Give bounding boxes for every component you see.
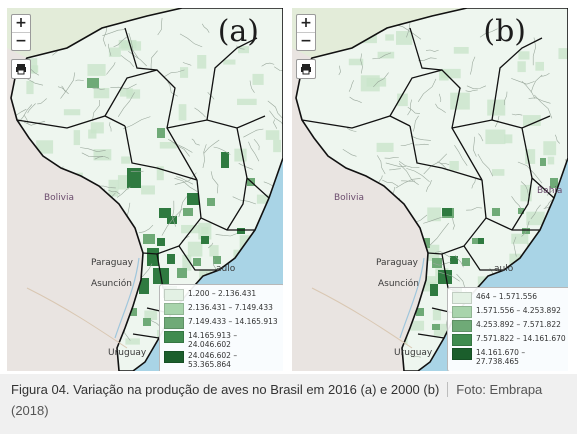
legend-row: 1.571.556 – 4.253.892 xyxy=(452,306,568,318)
legend-swatch xyxy=(452,306,472,318)
legend-row: 7.571.822 – 14.161.670 xyxy=(452,334,568,346)
legend-label: 7.149.433 – 14.165.913 xyxy=(188,317,278,326)
legend-row: 1.200 – 2.136.431 xyxy=(164,289,280,301)
legend-label: 14.161.670 – 27.738.465 xyxy=(476,348,526,366)
legend-row: 464 – 1.571.556 xyxy=(452,292,568,304)
legend-swatch xyxy=(164,303,184,315)
legend-label: 1.571.556 – 4.253.892 xyxy=(476,306,561,315)
legend-swatch xyxy=(164,331,184,343)
label-uruguay: Uruguay xyxy=(394,348,433,358)
legend-label: 7.571.822 – 14.161.670 xyxy=(476,334,566,343)
legend-label: 4.253.892 – 7.571.822 xyxy=(476,320,561,329)
print-button[interactable] xyxy=(11,59,31,79)
legend-swatch xyxy=(452,292,472,304)
legend-swatch xyxy=(452,348,472,360)
legend-row: 14.161.670 – 27.738.465 xyxy=(452,348,568,366)
figure-caption: Figura 04. Variação na produção de aves … xyxy=(0,374,577,434)
brazil-map-2000[interactable] xyxy=(292,8,568,371)
label-asuncion: Asunción xyxy=(91,279,132,289)
legend-swatch xyxy=(164,289,184,301)
label-paraguay: Paraguay xyxy=(91,258,134,268)
printer-icon xyxy=(16,64,26,75)
panel-letter: (a) xyxy=(217,14,259,49)
label-sao-paulo: aulo xyxy=(216,264,236,274)
legend-2016: 1.200 – 2.136.431 2.136.431 – 7.149.433 … xyxy=(159,284,283,371)
zoom-control[interactable]: + − xyxy=(296,14,316,51)
legend-label: 24.046.602 – 53.365.864 xyxy=(188,351,238,369)
legend-swatch xyxy=(164,351,184,363)
label-uruguay: Uruguay xyxy=(108,348,147,358)
printer-icon xyxy=(301,64,311,75)
label-paraguay: Paraguay xyxy=(376,258,419,268)
legend-swatch xyxy=(452,334,472,346)
zoom-in-button[interactable]: + xyxy=(12,15,30,33)
zoom-control[interactable]: + − xyxy=(11,14,31,51)
label-bolivia: Bolivia xyxy=(334,193,365,203)
caption-separator xyxy=(447,382,449,397)
legend-swatch xyxy=(452,320,472,332)
legend-2000: 464 – 1.571.556 1.571.556 – 4.253.892 4.… xyxy=(447,287,568,371)
legend-label: 1.200 – 2.136.431 xyxy=(188,289,257,298)
label-bahia: Bahia xyxy=(537,186,563,196)
legend-label: 2.136.431 – 7.149.433 xyxy=(188,303,273,312)
zoom-in-button[interactable]: + xyxy=(297,15,315,33)
legend-row: 24.046.602 – 53.365.864 xyxy=(164,351,280,369)
label-sao-paulo: aulo xyxy=(494,264,514,274)
label-asuncion: Asunción xyxy=(378,279,419,289)
print-button[interactable] xyxy=(296,59,316,79)
legend-swatch xyxy=(164,317,184,329)
panel-letter: (b) xyxy=(483,14,526,49)
legend-row: 4.253.892 – 7.571.822 xyxy=(452,320,568,332)
caption-credit: Foto: Embrapa (2018) xyxy=(11,382,543,418)
legend-row: 14.165.913 – 24.046.602 xyxy=(164,331,280,349)
caption-text: Figura 04. Variação na produção de aves … xyxy=(11,382,440,397)
label-bolivia: Bolivia xyxy=(44,193,75,203)
legend-label: 464 – 1.571.556 xyxy=(476,292,538,301)
legend-row: 7.149.433 – 14.165.913 xyxy=(164,317,280,329)
map-panel-2016[interactable]: + − (a) Bolivia Paraguay Asunción Urugua… xyxy=(7,8,283,371)
legend-row: 2.136.431 – 7.149.433 xyxy=(164,303,280,315)
map-panel-2000[interactable]: + − (b) Bolivia Paraguay Asunción Urugua… xyxy=(292,8,568,371)
caption-text-block: Figura 04. Variação na produção de aves … xyxy=(11,379,563,421)
zoom-out-button[interactable]: − xyxy=(300,33,312,49)
legend-label: 14.165.913 – 24.046.602 xyxy=(188,331,238,349)
zoom-out-button[interactable]: − xyxy=(15,33,27,49)
